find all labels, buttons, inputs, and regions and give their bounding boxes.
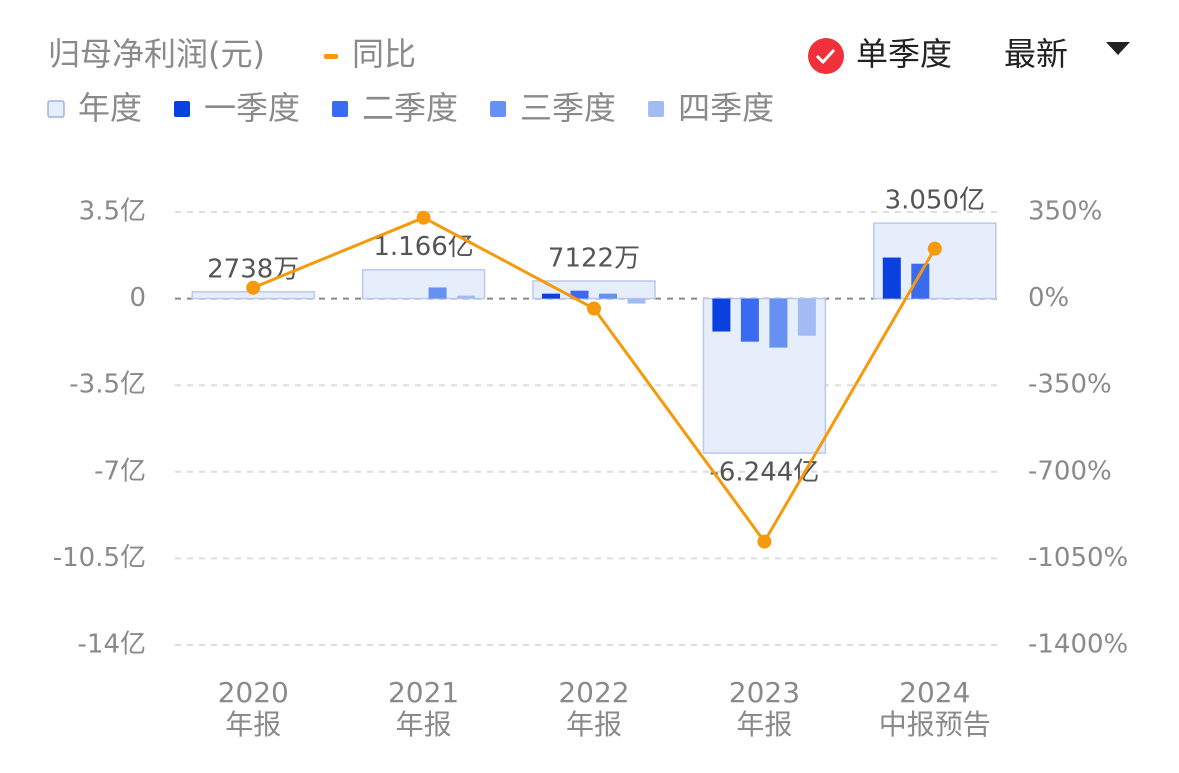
- y2-tick-label: 350%: [1028, 197, 1102, 227]
- x-tick-line: 年报: [566, 708, 622, 741]
- x-tick-line: 年报: [736, 708, 792, 741]
- y-tick-label: 3.5亿: [79, 197, 146, 227]
- x-tick-line: 2021: [388, 676, 459, 709]
- value-label: 1.166亿: [373, 232, 473, 262]
- y-tick-label: -7亿: [94, 456, 146, 486]
- quarter-bar: [712, 298, 731, 332]
- yoy-point: [416, 210, 431, 225]
- x-tick-label: 2020 年报: [218, 676, 289, 741]
- quarter-bar: [797, 298, 816, 336]
- x-tick-line: 中报预告: [879, 708, 991, 741]
- period-label: 最新: [1004, 35, 1068, 73]
- y2-tick-label: -350%: [1028, 370, 1112, 400]
- quarter-bar: [570, 290, 589, 299]
- quarter-bar: [740, 298, 759, 342]
- x-tick-line: 2023: [729, 676, 800, 709]
- quarter-bar: [911, 263, 930, 299]
- quarter-bar: [599, 293, 617, 299]
- mode-label: 单季度: [856, 35, 952, 73]
- y2-tick-label: -1400%: [1028, 630, 1128, 660]
- legend-label: 三季度: [520, 89, 616, 127]
- quarter-bar: [457, 295, 476, 299]
- yoy-point: [927, 241, 942, 256]
- yoy-point: [757, 534, 772, 549]
- x-tick-line: 年报: [225, 708, 281, 741]
- y-tick-label: -10.5亿: [53, 543, 146, 573]
- y-tick-label: -3.5亿: [69, 370, 146, 400]
- x-tick-line: 2022: [558, 676, 629, 709]
- value-label: 2738万: [207, 254, 299, 284]
- legend-label: 一季度: [204, 89, 300, 127]
- value-label: 3.050亿: [885, 186, 985, 216]
- mode-toggle[interactable]: 单季度: [808, 35, 952, 74]
- quarter-bar: [882, 257, 901, 299]
- check-mark: [815, 48, 836, 65]
- dropdown-arrow: [1106, 42, 1130, 55]
- legend-swatch: [648, 101, 665, 117]
- value-label: 7122万: [548, 243, 640, 273]
- legend-label: 四季度: [678, 89, 774, 127]
- legend-swatch: [324, 54, 338, 59]
- check-icon: [808, 38, 844, 74]
- quarter-bar: [627, 298, 646, 304]
- period-select[interactable]: 最新: [1004, 35, 1130, 73]
- chart-title: 归母净利润(元): [48, 35, 265, 73]
- x-tick-label: 2024 中报预告: [879, 676, 991, 741]
- x-tick-label: 2022 年报: [558, 676, 629, 741]
- y-tick-label: -14亿: [78, 630, 146, 660]
- x-tick-line: 年报: [396, 708, 452, 741]
- legend-label: 同比: [352, 35, 416, 73]
- legend-swatch: [174, 101, 191, 117]
- x-tick-line: 2020: [218, 676, 289, 709]
- legend-label: 年度: [78, 89, 142, 127]
- yoy-point: [246, 280, 261, 295]
- quarter-bar: [428, 287, 447, 299]
- legend-swatch: [332, 101, 349, 117]
- legend-swatch: [490, 101, 507, 117]
- yoy-point: [587, 301, 601, 316]
- legend-swatch: [47, 100, 65, 118]
- legend-label: 二季度: [362, 89, 458, 127]
- x-tick-label: 2021 年报: [388, 676, 459, 741]
- x-tick-line: 2024: [899, 676, 970, 709]
- y-tick-label: 0: [129, 283, 146, 313]
- annual-bar: [361, 268, 486, 300]
- quarter-bar: [542, 293, 560, 299]
- y2-tick-label: -700%: [1028, 456, 1112, 486]
- value-label: -6.244亿: [709, 458, 819, 488]
- quarter-bar: [769, 298, 788, 348]
- y2-tick-label: -1050%: [1028, 543, 1128, 573]
- y2-tick-label: 0%: [1028, 283, 1069, 313]
- x-tick-label: 2023 年报: [729, 676, 800, 741]
- annual-bar: [532, 280, 656, 300]
